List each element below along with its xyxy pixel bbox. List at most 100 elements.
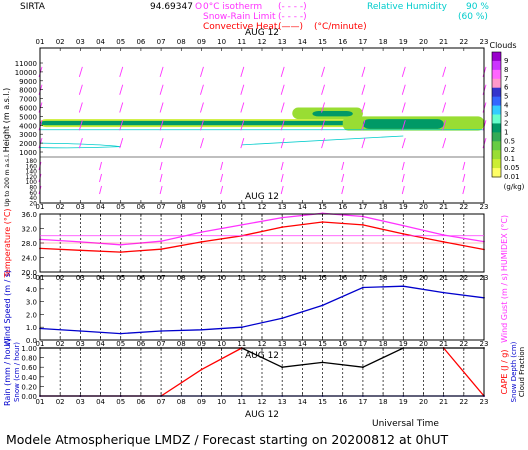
hour-label: 08 xyxy=(177,38,186,46)
colorbar-swatch xyxy=(492,87,501,98)
wind-barb xyxy=(341,173,345,183)
wind-barb xyxy=(280,137,285,149)
wind-barb xyxy=(240,84,245,95)
wind-barb xyxy=(99,173,102,183)
hour-label: 18 xyxy=(379,203,388,211)
hour-label: 07 xyxy=(157,340,166,348)
date-label: AUG 12 xyxy=(245,410,279,420)
hour-label-bottom: 19 xyxy=(399,398,408,406)
y-tick-label: 36.0 xyxy=(21,211,37,219)
wind-barb xyxy=(159,161,163,171)
wind-barb xyxy=(442,66,447,78)
data-point xyxy=(160,248,162,251)
wind-barb xyxy=(341,185,345,195)
hour-label-bottom: 15 xyxy=(318,398,327,406)
y-tick-label: 5000 xyxy=(19,113,37,121)
colorbar-frame xyxy=(491,51,502,178)
wind-barb xyxy=(159,66,164,78)
y-tick-label: 100 xyxy=(26,179,38,186)
wind-barb xyxy=(119,66,124,78)
series-line xyxy=(39,221,485,253)
wind-barb xyxy=(401,66,406,78)
wind-barb xyxy=(442,120,447,131)
y-tick-label: 40 xyxy=(29,195,37,202)
hour-label: 02 xyxy=(56,38,65,46)
y-axis-label-5: Cloud Fraction xyxy=(518,347,526,397)
y-tick-label: 20.0 xyxy=(21,269,37,277)
data-point xyxy=(119,243,122,246)
colorbar-swatch xyxy=(492,114,501,124)
y-tick-label: 10000 xyxy=(15,69,37,77)
wind-barb xyxy=(200,102,204,113)
rh-label: Relative Humidity xyxy=(367,2,448,12)
legend-symbol: (- - - -) xyxy=(278,12,307,22)
data-point xyxy=(160,240,162,243)
y-tick-label: 4.0 xyxy=(26,286,37,294)
hour-label: 18 xyxy=(379,340,388,348)
colorbar-tick: 0.5 xyxy=(504,137,515,145)
y-tick-label: 0.40 xyxy=(21,374,37,382)
wind-panel: 01 02 03 04 05 06 07 08 09 10 11 12 13 14 15 16 17 18 19 20… xyxy=(3,270,509,346)
data-point xyxy=(119,332,122,335)
site-name: SIRTA xyxy=(20,2,46,12)
hour-label: 23 xyxy=(480,203,489,211)
y-tick-label: 24.0 xyxy=(21,255,37,263)
hour-label-bottom: 10 xyxy=(217,398,226,406)
data-point xyxy=(362,366,364,369)
hour-label-bottom: 13 xyxy=(278,398,287,406)
wind-barb xyxy=(321,102,325,113)
wind-barb xyxy=(119,84,124,95)
wind-barb xyxy=(280,173,284,183)
wind-barb xyxy=(462,161,466,171)
hour-label: 05 xyxy=(116,38,125,46)
colorbar-swatch xyxy=(492,60,501,71)
data-point xyxy=(402,233,405,235)
hour-label: 19 xyxy=(399,340,408,348)
series-line xyxy=(39,285,485,335)
hour-label: 17 xyxy=(358,203,367,211)
hour-label: 04 xyxy=(96,38,105,46)
rh-60: (60 %) xyxy=(458,12,488,22)
colorbar-swatch xyxy=(492,96,501,107)
hour-label-bottom: 08 xyxy=(177,398,186,406)
cloud-layer xyxy=(362,119,444,129)
y-axis-label-right: CAPE (J / g) xyxy=(500,350,509,395)
legend-symbol: (——) xyxy=(278,22,303,32)
hour-label-bottom: 03 xyxy=(76,398,85,406)
wind-barb xyxy=(280,185,284,195)
hour-label: 17 xyxy=(358,340,367,348)
colorbar-tick: 6 xyxy=(504,84,509,92)
wind-barb xyxy=(401,120,406,131)
wind-barb xyxy=(240,102,245,113)
clouds-panel: 01 02 03 04 05 06 07 08 09 10 11 12 13 14 15 16 17 18 19 20… xyxy=(2,28,525,207)
y-tick-label: 28.0 xyxy=(21,240,37,248)
y-tick-label: 0.0 xyxy=(26,337,37,345)
legend-label: (°C/minute) xyxy=(314,22,367,32)
hour-label: 17 xyxy=(358,38,367,46)
y-tick-label: 2.0 xyxy=(26,311,37,319)
wind-barb xyxy=(280,66,285,78)
hour-label: 03 xyxy=(76,340,85,348)
wind-barb xyxy=(361,120,366,131)
header: SIRTA 94.69347 O 0°C isotherm (- - - -)Snow-… xyxy=(20,2,489,32)
y-axis-label: Temperature (°C) xyxy=(3,208,12,278)
colorbar-swatch xyxy=(492,150,501,160)
wind-barb xyxy=(200,120,204,131)
hour-label: 15 xyxy=(318,203,327,211)
data-point xyxy=(79,241,82,243)
hour-label: 11 xyxy=(237,203,246,211)
wind-barb xyxy=(462,173,466,183)
date-label: AUG 12 xyxy=(245,28,279,38)
data-point xyxy=(281,317,284,320)
data-point xyxy=(200,241,203,243)
hour-label: 18 xyxy=(379,38,388,46)
y-tick-label: 4000 xyxy=(19,122,37,130)
universal-time-label: Universal Time xyxy=(372,419,439,429)
date-label: AUG 12 xyxy=(245,192,279,202)
y-tick-label: 5.0 xyxy=(26,273,37,281)
wind-barb xyxy=(220,173,224,183)
hour-label: 10 xyxy=(217,340,226,348)
colorbar-tick: 0.1 xyxy=(504,155,515,163)
hour-label: 21 xyxy=(439,38,448,46)
y-tick-label: 120 xyxy=(26,174,38,181)
